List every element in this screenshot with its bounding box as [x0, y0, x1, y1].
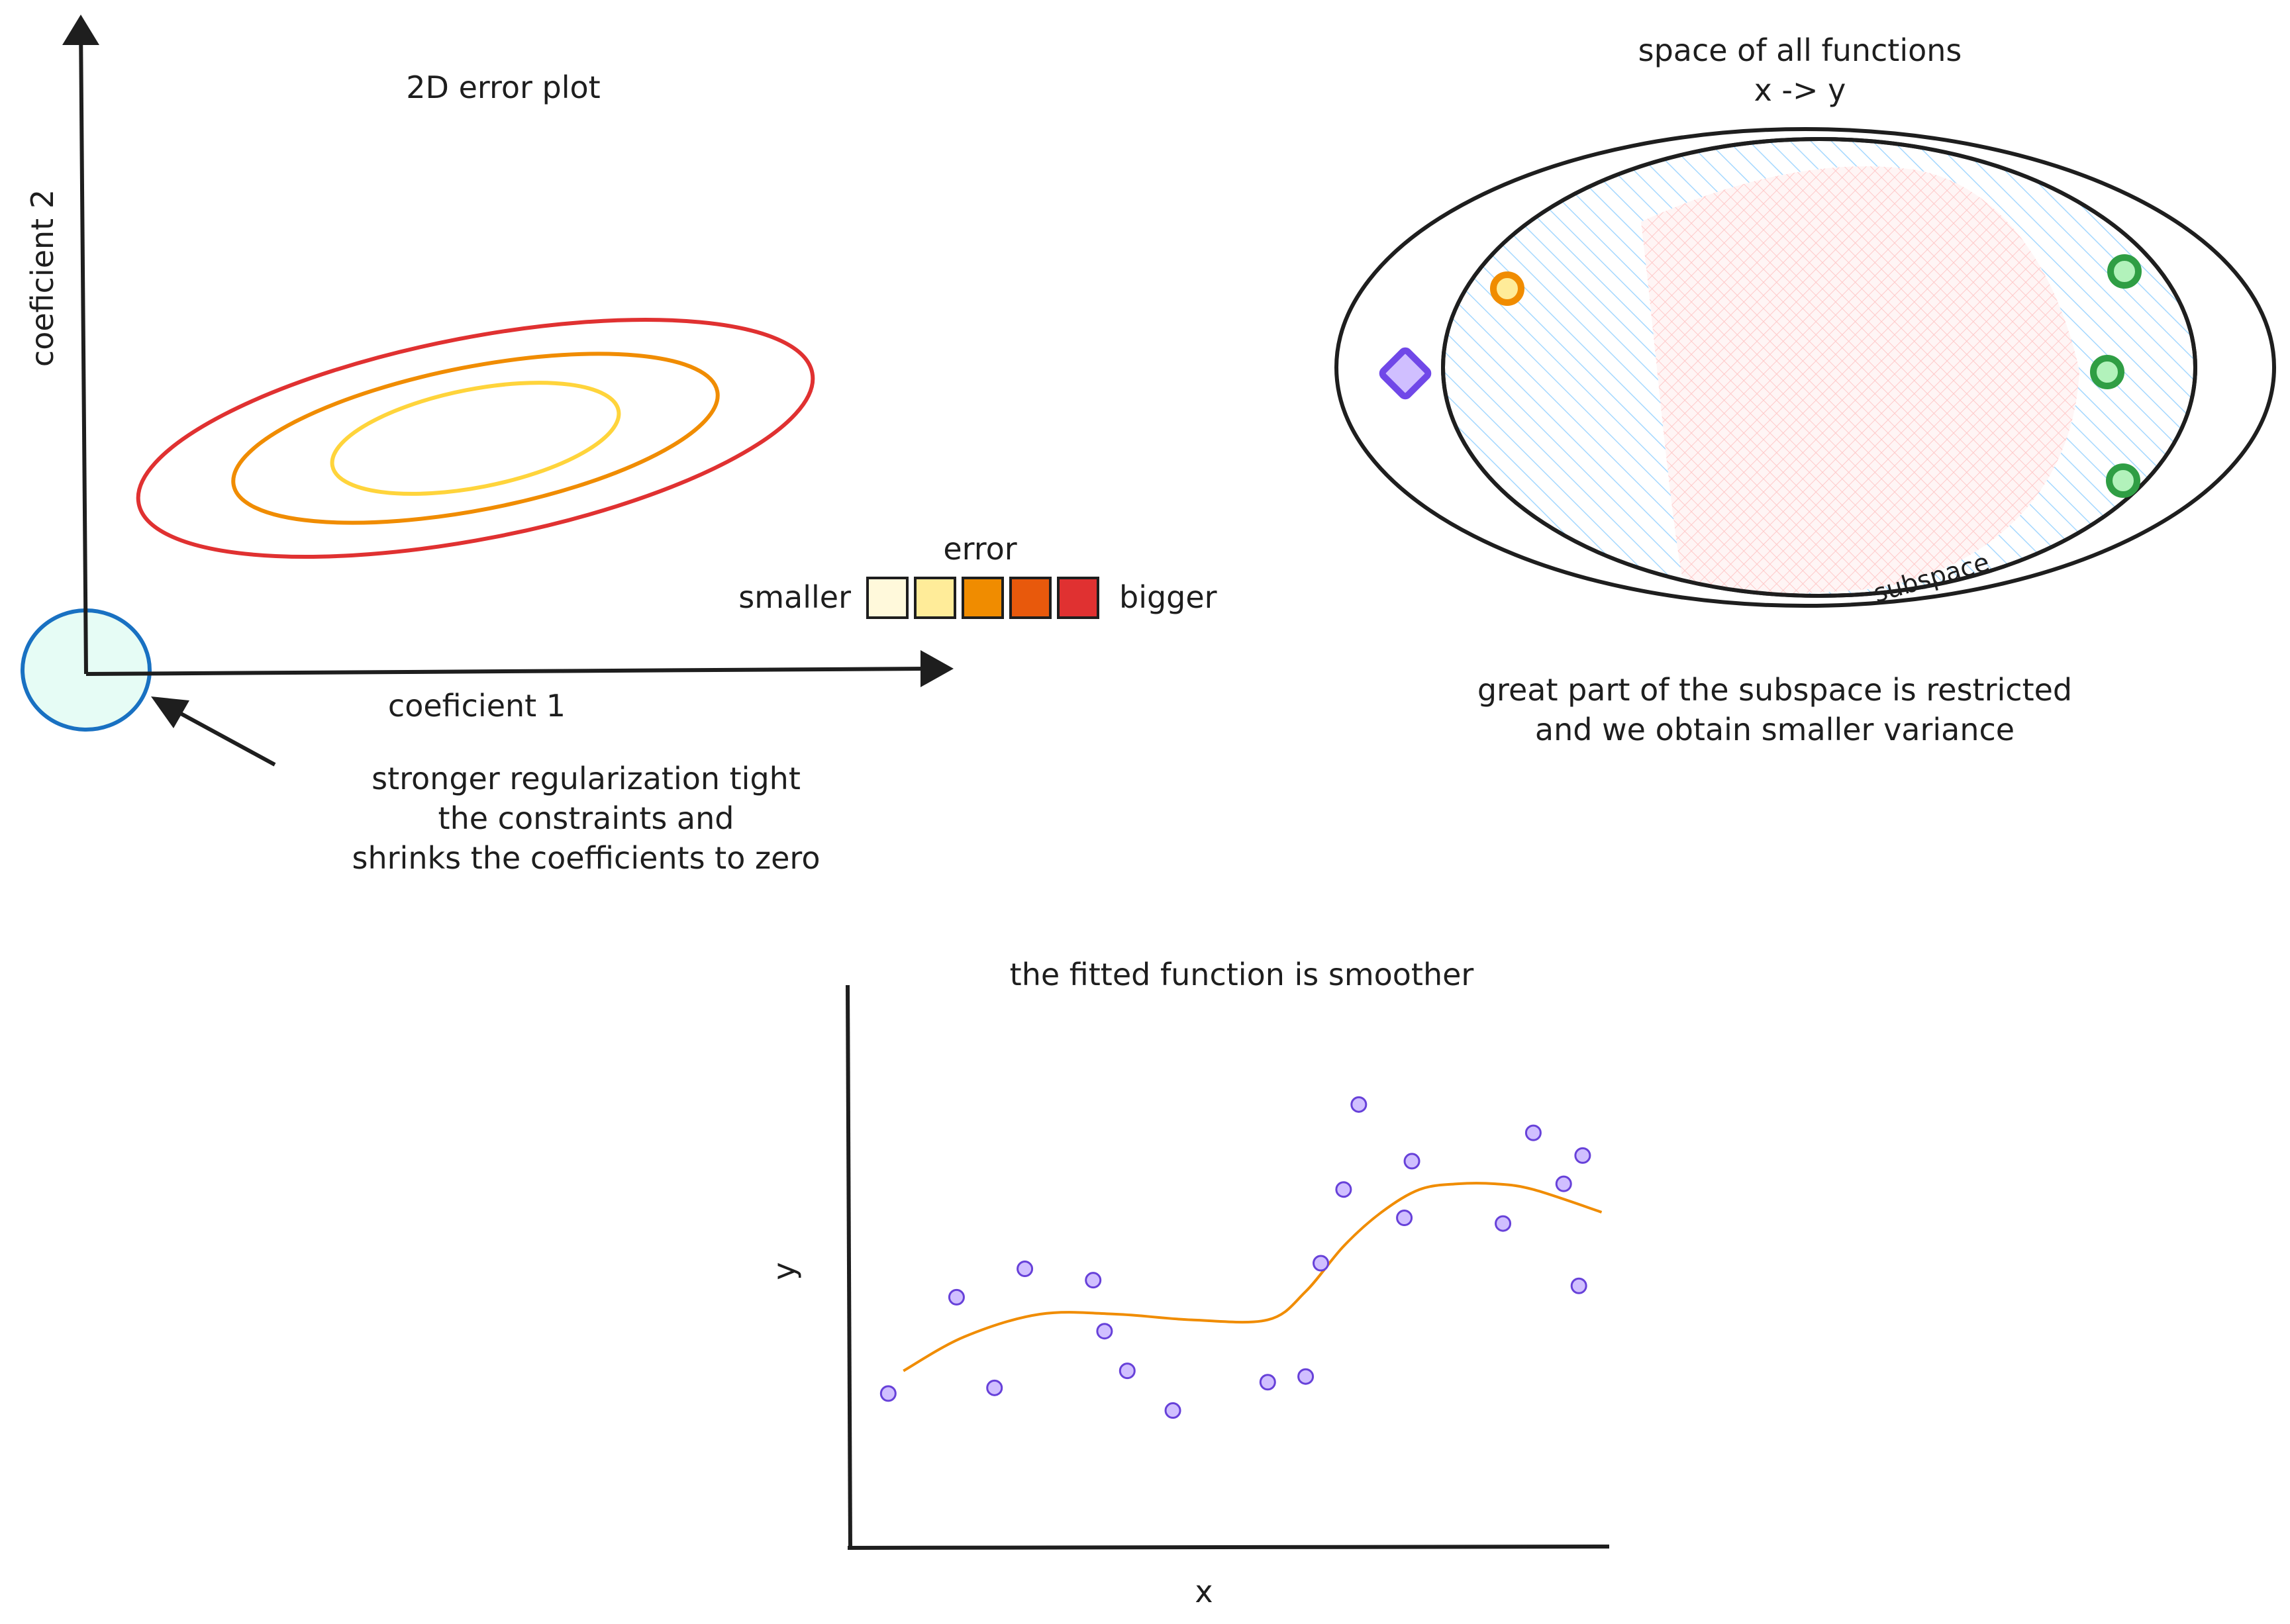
data-point-17	[1524, 1124, 1542, 1141]
function-space-title-line1: space of all functions	[1638, 32, 1962, 68]
green-function-marker-1	[2107, 254, 2142, 289]
function-space-caption-line2: and we obtain smaller variance	[1535, 712, 2015, 747]
all-functions-ellipse	[1334, 127, 2276, 608]
error-plot: 2D error plot coeficient 1 coeficient 2 …	[21, 15, 1217, 876]
annotation-line-1: stronger regularization tight	[372, 761, 801, 796]
data-point-2	[948, 1288, 965, 1306]
contour-middle	[231, 352, 720, 525]
orange-function-marker	[1490, 271, 1524, 306]
y-axis	[79, 24, 88, 675]
fit-plot-y-label: y	[766, 1262, 802, 1280]
data-point-16	[1495, 1215, 1512, 1232]
x-axis	[85, 667, 928, 676]
subspace-outline	[1441, 137, 2197, 598]
error-plot-title: 2D error plot	[406, 70, 600, 105]
data-point-6	[1096, 1323, 1113, 1340]
y-axis-label: coeficient 2	[25, 189, 60, 367]
data-point-9	[1259, 1374, 1276, 1391]
data-point-7	[1119, 1362, 1136, 1380]
data-point-4	[1017, 1261, 1034, 1278]
legend-high-label: bigger	[1119, 579, 1217, 615]
data-point-11	[1313, 1255, 1330, 1272]
error-contours	[136, 318, 815, 559]
annotation-arrowhead	[151, 696, 189, 728]
legend-swatch-4	[1009, 577, 1052, 619]
error-legend: error smaller bigger	[738, 531, 1217, 619]
data-point-14	[1396, 1210, 1413, 1227]
annotation-line-2: the constraints and	[438, 800, 734, 836]
fit-points-layer	[879, 1096, 1591, 1419]
y-axis-arrowhead	[62, 15, 99, 45]
legend-swatch-5	[1057, 577, 1099, 619]
data-point-12	[1335, 1181, 1352, 1198]
data-point-15	[1403, 1153, 1420, 1170]
legend-swatch-1	[866, 577, 909, 619]
fit-plot-y-axis	[846, 984, 852, 1550]
x-axis-arrowhead	[921, 650, 954, 687]
function-space-caption-line1: great part of the subspace is restricted	[1477, 672, 2072, 708]
data-point-10	[1297, 1368, 1315, 1385]
fit-plot: the fitted function is smoother x y	[766, 957, 1610, 1609]
function-space-title-line2: x -> y	[1754, 72, 1846, 108]
contour-outer	[136, 318, 815, 559]
fit-plot-x-label: x	[1195, 1574, 1213, 1609]
fitted-curve	[903, 1182, 1603, 1372]
data-point-8	[1164, 1402, 1181, 1419]
data-point-18	[1555, 1175, 1572, 1192]
x-axis-label: coeficient 1	[388, 688, 566, 724]
contour-inner	[330, 381, 621, 496]
data-point-3	[986, 1379, 1003, 1396]
green-function-marker-2	[2090, 355, 2124, 389]
function-space: space of all functions x -> y subspace g…	[1334, 32, 2276, 747]
fit-curve-layer	[903, 1182, 1603, 1372]
fit-plot-title: the fitted function is smoother	[1010, 957, 1474, 992]
data-point-19	[1570, 1277, 1587, 1294]
data-point-20	[1574, 1147, 1591, 1164]
restricted-region	[1641, 166, 2079, 593]
annotation-line-3: shrinks the coefficients to zero	[352, 840, 821, 876]
data-point-13	[1350, 1096, 1368, 1113]
fit-plot-x-axis	[847, 1545, 1610, 1550]
legend-swatch-2	[914, 577, 956, 619]
legend-title: error	[943, 531, 1017, 567]
purple-function-marker	[1379, 347, 1432, 400]
data-point-1	[879, 1385, 897, 1402]
annotation-arrow	[168, 705, 276, 767]
legend-low-label: smaller	[738, 579, 851, 615]
legend-swatch-3	[962, 577, 1004, 619]
data-point-5	[1085, 1272, 1102, 1289]
green-function-marker-3	[2106, 463, 2140, 498]
